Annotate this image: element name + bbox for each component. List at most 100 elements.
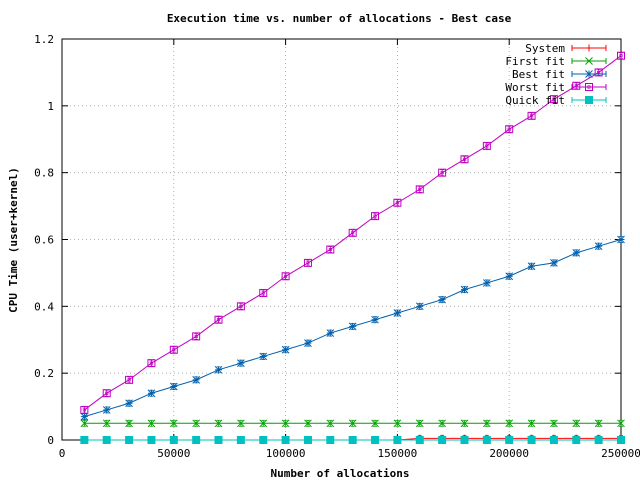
quick-fit-point <box>125 436 134 444</box>
first-fit-point <box>326 419 335 428</box>
y-axis-label: CPU Time (user+kernel) <box>7 167 20 313</box>
series-first-fit <box>80 419 625 428</box>
legend-marker-quick-fit <box>585 96 593 104</box>
quick-fit-point <box>303 436 312 444</box>
worst-fit-point <box>281 272 290 281</box>
quick-fit-point <box>236 436 245 444</box>
legend-item-best-fit: Best fit <box>512 68 607 81</box>
legend-marker-system <box>585 44 593 52</box>
first-fit-point <box>281 419 290 428</box>
best-fit-point <box>460 285 469 294</box>
worst-fit-point <box>125 375 134 384</box>
first-fit-point <box>438 419 446 428</box>
quick-fit-point <box>415 436 424 444</box>
first-fit-point <box>304 419 312 428</box>
worst-fit-point <box>169 345 178 354</box>
worst-fit-point <box>236 302 245 311</box>
worst-fit-point <box>549 95 558 104</box>
best-fit-point <box>550 259 558 267</box>
series-group <box>80 51 625 444</box>
worst-fit-point <box>192 332 201 341</box>
y-tick-label: 1.2 <box>34 33 54 46</box>
quick-fit-point <box>393 436 402 444</box>
legend-label: Worst fit <box>505 81 565 94</box>
legend-item-worst-fit: Worst fit <box>505 81 607 94</box>
best-fit-point <box>505 272 514 281</box>
best-fit-point <box>438 295 446 304</box>
legend-marker-best-fit <box>585 70 593 78</box>
best-fit-point <box>617 235 625 244</box>
legend-marker-worst-fit <box>585 83 593 91</box>
first-fit-point <box>594 419 603 428</box>
legend-marker-first-fit <box>585 57 593 65</box>
first-fit-point <box>482 419 491 428</box>
x-tick-label: 100000 <box>266 447 306 460</box>
x-tick-label: 50000 <box>157 447 190 460</box>
first-fit-point <box>192 419 201 428</box>
worst-fit-point <box>371 212 380 221</box>
quick-fit-point <box>482 436 491 444</box>
quick-fit-point <box>617 436 625 444</box>
first-fit-point <box>169 419 178 428</box>
best-fit-point <box>259 352 268 361</box>
worst-fit-point <box>505 125 514 134</box>
legend-item-quick-fit: Quick fit <box>505 94 607 107</box>
quick-fit-point <box>348 436 357 444</box>
worst-fit-point <box>460 155 469 164</box>
series-best-fit <box>80 235 625 421</box>
legend-label: System <box>525 42 565 55</box>
worst-fit-point <box>482 141 491 150</box>
best-fit-point <box>237 359 245 367</box>
y-tick-label: 0.4 <box>34 300 54 313</box>
best-fit-point <box>304 339 312 347</box>
first-fit-point <box>393 419 402 428</box>
worst-fit-point <box>415 185 424 194</box>
x-tick-label: 200000 <box>489 447 529 460</box>
worst-fit-point <box>102 389 111 398</box>
x-tick-label: 250000 <box>601 447 640 460</box>
best-fit-point <box>482 279 491 287</box>
grid <box>62 39 621 440</box>
best-fit-point <box>348 322 357 331</box>
first-fit-point <box>371 419 379 428</box>
worst-fit-point <box>438 168 447 177</box>
best-fit-point <box>393 309 402 317</box>
first-fit-point <box>125 419 133 428</box>
quick-fit-point <box>147 436 156 444</box>
best-fit-point <box>527 262 536 271</box>
first-fit-point <box>147 419 156 428</box>
quick-fit-point <box>572 436 581 444</box>
y-tick-label: 1 <box>47 100 54 113</box>
first-fit-point <box>617 419 625 428</box>
best-fit-point <box>80 412 89 421</box>
x-tick-label: 0 <box>59 447 66 460</box>
first-fit-point <box>505 419 514 428</box>
first-fit-point <box>415 419 424 428</box>
best-fit-point <box>281 345 290 354</box>
best-fit-point <box>169 382 178 391</box>
quick-fit-point <box>371 436 380 444</box>
quick-fit-point <box>460 436 469 444</box>
first-fit-point <box>527 419 536 428</box>
best-fit-point <box>326 329 335 337</box>
worst-fit-point <box>147 359 156 368</box>
legend-label: First fit <box>505 55 565 68</box>
best-fit-point <box>594 242 603 251</box>
worst-fit-point <box>259 288 268 297</box>
first-fit-point <box>550 419 558 428</box>
first-fit-point <box>102 419 111 428</box>
best-fit-point <box>415 302 424 311</box>
quick-fit-point <box>102 436 111 444</box>
quick-fit-point <box>527 436 536 444</box>
quick-fit-point <box>549 436 558 444</box>
worst-fit-point <box>214 315 223 324</box>
y-tick-label: 0.2 <box>34 367 54 380</box>
worst-fit-point <box>303 258 312 267</box>
worst-fit-point <box>527 111 536 120</box>
series-quick-fit <box>80 436 625 444</box>
first-fit-point <box>80 419 89 428</box>
worst-fit-point <box>393 198 402 207</box>
series-worst-fit <box>80 51 625 414</box>
